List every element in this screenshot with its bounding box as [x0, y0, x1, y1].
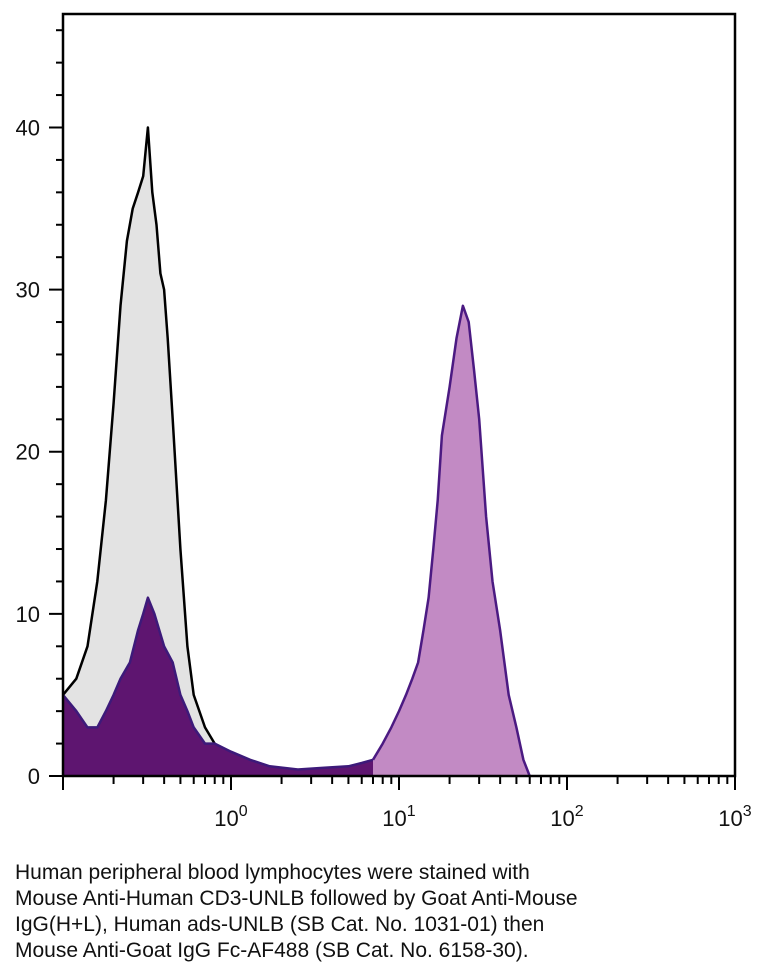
- figure-caption: Human peripheral blood lymphocytes were …: [15, 860, 755, 964]
- caption-line: Mouse Anti-Human CD3-UNLB followed by Go…: [15, 887, 578, 910]
- y-tick-label: 20: [16, 440, 40, 465]
- series-layer: [62, 126, 531, 778]
- x-tick-label: 103: [718, 803, 751, 831]
- y-tick-label: 10: [16, 602, 40, 627]
- caption-line: Human peripheral blood lymphocytes were …: [15, 861, 530, 884]
- series-2-fill: [373, 305, 530, 776]
- y-tick-label: 40: [16, 115, 40, 140]
- series-1-fill: [63, 597, 373, 776]
- caption-line: IgG(H+L), Human ads-UNLB (SB Cat. No. 10…: [15, 913, 545, 936]
- x-tick-label: 100: [214, 803, 247, 831]
- series-2-line: [371, 304, 531, 777]
- histogram-chart: 100 101 102 103 0 10 20 30 40: [16, 12, 752, 831]
- series-0-fill: [63, 127, 399, 776]
- ticks-layer: [49, 29, 736, 790]
- y-tick-label: 0: [28, 764, 40, 789]
- caption-line: Mouse Anti-Goat IgG Fc-AF488 (SB Cat. No…: [15, 939, 529, 962]
- series-1-line: [62, 596, 374, 771]
- x-tick-label: 101: [382, 803, 415, 831]
- y-tick-label: 30: [16, 278, 40, 303]
- x-tick-label: 102: [550, 803, 583, 831]
- tick-labels-layer: 100 101 102 103 0 10 20 30 40: [16, 115, 752, 831]
